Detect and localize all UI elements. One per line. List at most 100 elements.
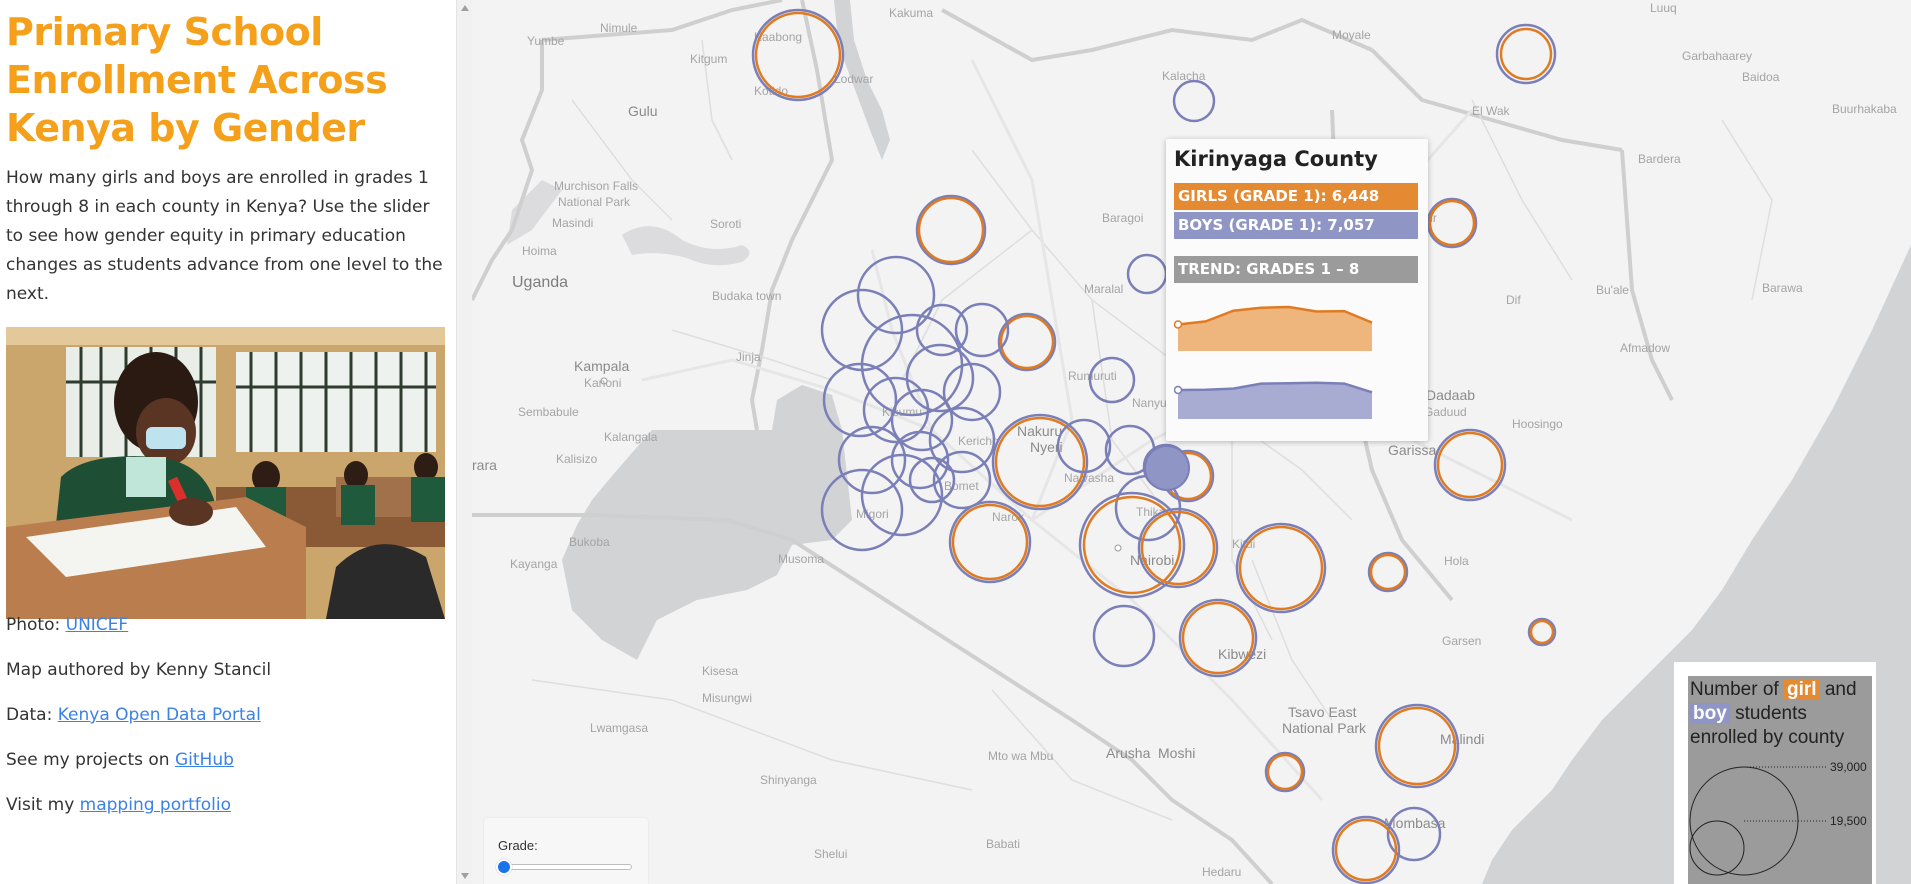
county-circle-boys[interactable] xyxy=(915,303,969,357)
county-circle-boys[interactable] xyxy=(1386,806,1442,862)
city-label: Dadaab xyxy=(1426,387,1475,403)
park-label: National Park xyxy=(1282,720,1367,736)
scroll-down-arrow-icon[interactable] xyxy=(461,873,469,879)
city-label: Luuq xyxy=(1650,1,1677,15)
county-circle-girls[interactable] xyxy=(1181,601,1255,675)
county-circle-boys[interactable] xyxy=(954,302,1010,358)
county-circle-boys[interactable] xyxy=(890,388,954,452)
county-circle-girls[interactable] xyxy=(1334,818,1398,882)
scroll-up-arrow-icon[interactable] xyxy=(461,5,469,11)
county-circle-girls[interactable] xyxy=(1529,619,1555,645)
city-label: Kakuma xyxy=(889,6,933,20)
county-circle-boys[interactable] xyxy=(1495,23,1557,85)
county-circle-boys[interactable] xyxy=(862,376,930,444)
county-circle-girls[interactable] xyxy=(951,503,1029,581)
county-circle-girls[interactable] xyxy=(994,416,1086,508)
legend-description: Number of girl and boy students enrolled… xyxy=(1690,679,1857,748)
github-line: See my projects on GitHub xyxy=(6,750,234,770)
county-circle-boys[interactable] xyxy=(1178,598,1258,678)
city-label: Nanyuki xyxy=(1132,396,1175,410)
county-circle-girls[interactable] xyxy=(999,314,1055,370)
city-label: Moshi xyxy=(1158,745,1195,761)
county-circle-girls[interactable] xyxy=(1266,753,1304,791)
county-circle-boys[interactable] xyxy=(1172,79,1216,123)
city-label: Mombasa xyxy=(1384,815,1446,831)
county-circle-boys[interactable] xyxy=(908,456,956,504)
grade-slider-thumb[interactable] xyxy=(496,859,512,875)
county-circle-boys[interactable] xyxy=(928,406,996,474)
county-circle-girls[interactable] xyxy=(1082,495,1182,595)
county-circle-boys[interactable] xyxy=(751,8,845,102)
county-circle-boys[interactable] xyxy=(860,453,944,537)
county-circle-boys[interactable] xyxy=(1092,604,1156,668)
county-circle-girls[interactable] xyxy=(917,196,985,264)
county-circle-boys[interactable] xyxy=(1137,507,1219,589)
county-circle-boys[interactable] xyxy=(890,430,950,490)
legend-value-small: 19,500 xyxy=(1830,814,1867,828)
county-circle-boys[interactable] xyxy=(905,343,975,413)
city-label: Baragoi xyxy=(1102,211,1143,225)
enrollment-map[interactable]: Uganda Kampala Nakuru Nyeri Nairobi Gari… xyxy=(472,0,1911,884)
county-circle-boys[interactable] xyxy=(997,312,1057,372)
city-label: Hoosingo xyxy=(1512,417,1563,431)
city-label: Musoma xyxy=(778,552,824,566)
sidebar-scrollbar[interactable] xyxy=(456,0,472,884)
county-circle-boys[interactable] xyxy=(1056,418,1112,474)
county-circle-boys[interactable] xyxy=(856,255,936,335)
city-label: Masindi xyxy=(552,216,593,230)
city-label: Misungwi xyxy=(702,691,752,705)
county-circle-boys[interactable] xyxy=(932,450,992,510)
county-circle-boys[interactable] xyxy=(820,468,904,552)
girls-trend-area xyxy=(1178,307,1372,351)
city-label: Lodwar xyxy=(834,72,873,86)
county-circle-girls[interactable] xyxy=(1377,706,1457,786)
county-circle-boys[interactable] xyxy=(991,413,1089,511)
city-label: Kitgum xyxy=(690,52,727,66)
photo-credit: Photo: UNICEF xyxy=(6,615,129,635)
city-label: Kanoni xyxy=(584,376,621,390)
county-circle-boys[interactable] xyxy=(1374,703,1460,789)
enrollment-circles[interactable] xyxy=(472,0,1911,884)
county-circle-boys[interactable] xyxy=(1235,522,1327,614)
county-circle-boys[interactable] xyxy=(822,362,898,438)
county-circle-boys[interactable] xyxy=(942,362,1002,422)
data-portal-link[interactable]: Kenya Open Data Portal xyxy=(57,705,261,725)
unicef-link[interactable]: UNICEF xyxy=(65,615,129,635)
county-circle-girls[interactable] xyxy=(1238,525,1324,611)
county-circle-girls[interactable] xyxy=(1436,431,1504,499)
county-circle-boys[interactable] xyxy=(1426,197,1478,249)
county-circle-boys[interactable] xyxy=(1367,551,1409,593)
grade-slider-label: Grade: xyxy=(498,838,538,853)
city-label: Bardera xyxy=(1638,152,1681,166)
county-circle-girls[interactable] xyxy=(1369,553,1407,591)
city-label: Lwamgasa xyxy=(590,721,648,735)
county-circle-boys[interactable] xyxy=(1527,617,1557,647)
github-link[interactable]: GitHub xyxy=(174,750,234,770)
county-tooltip: Kirinyaga County GIRLS (GRADE 1): 6,448 … xyxy=(1166,139,1428,441)
tooltip-boys-count: BOYS (GRADE 1): 7,057 xyxy=(1174,212,1418,239)
county-circle-girls[interactable] xyxy=(1428,199,1476,247)
county-circle-boys[interactable] xyxy=(1264,751,1306,793)
city-label: Buurhakaba xyxy=(1832,102,1897,116)
county-circle-boys[interactable] xyxy=(915,194,987,266)
county-circle-boys[interactable] xyxy=(1126,253,1168,295)
intro-paragraph: How many girls and boys are enrolled in … xyxy=(6,168,443,304)
portfolio-link[interactable]: mapping portfolio xyxy=(79,795,231,815)
county-circle-girls[interactable] xyxy=(754,11,842,99)
county-circle-boys[interactable] xyxy=(948,500,1032,584)
city-label: Garbahaarey xyxy=(1682,49,1752,63)
grade-slider-track[interactable] xyxy=(506,864,632,870)
county-circle-boys[interactable] xyxy=(837,425,907,495)
tooltip-girls-count: GIRLS (GRADE 1): 6,448 xyxy=(1174,183,1418,210)
city-label: Malindi xyxy=(1440,731,1484,747)
county-circle-boys[interactable] xyxy=(1078,491,1186,599)
county-circle-boys[interactable] xyxy=(1433,428,1507,502)
county-circle-girls[interactable] xyxy=(1499,27,1553,81)
county-circle-highlighted[interactable] xyxy=(1144,445,1190,491)
county-circle-girls[interactable] xyxy=(1140,510,1216,586)
sidebar: Primary School Enrollment Across Kenya b… xyxy=(0,0,456,884)
county-circle-boys[interactable] xyxy=(1331,815,1401,884)
county-circle-boys[interactable] xyxy=(1088,356,1136,404)
city-label: Mto wa Mbu xyxy=(988,749,1053,763)
girls-trend-line xyxy=(1177,305,1373,326)
